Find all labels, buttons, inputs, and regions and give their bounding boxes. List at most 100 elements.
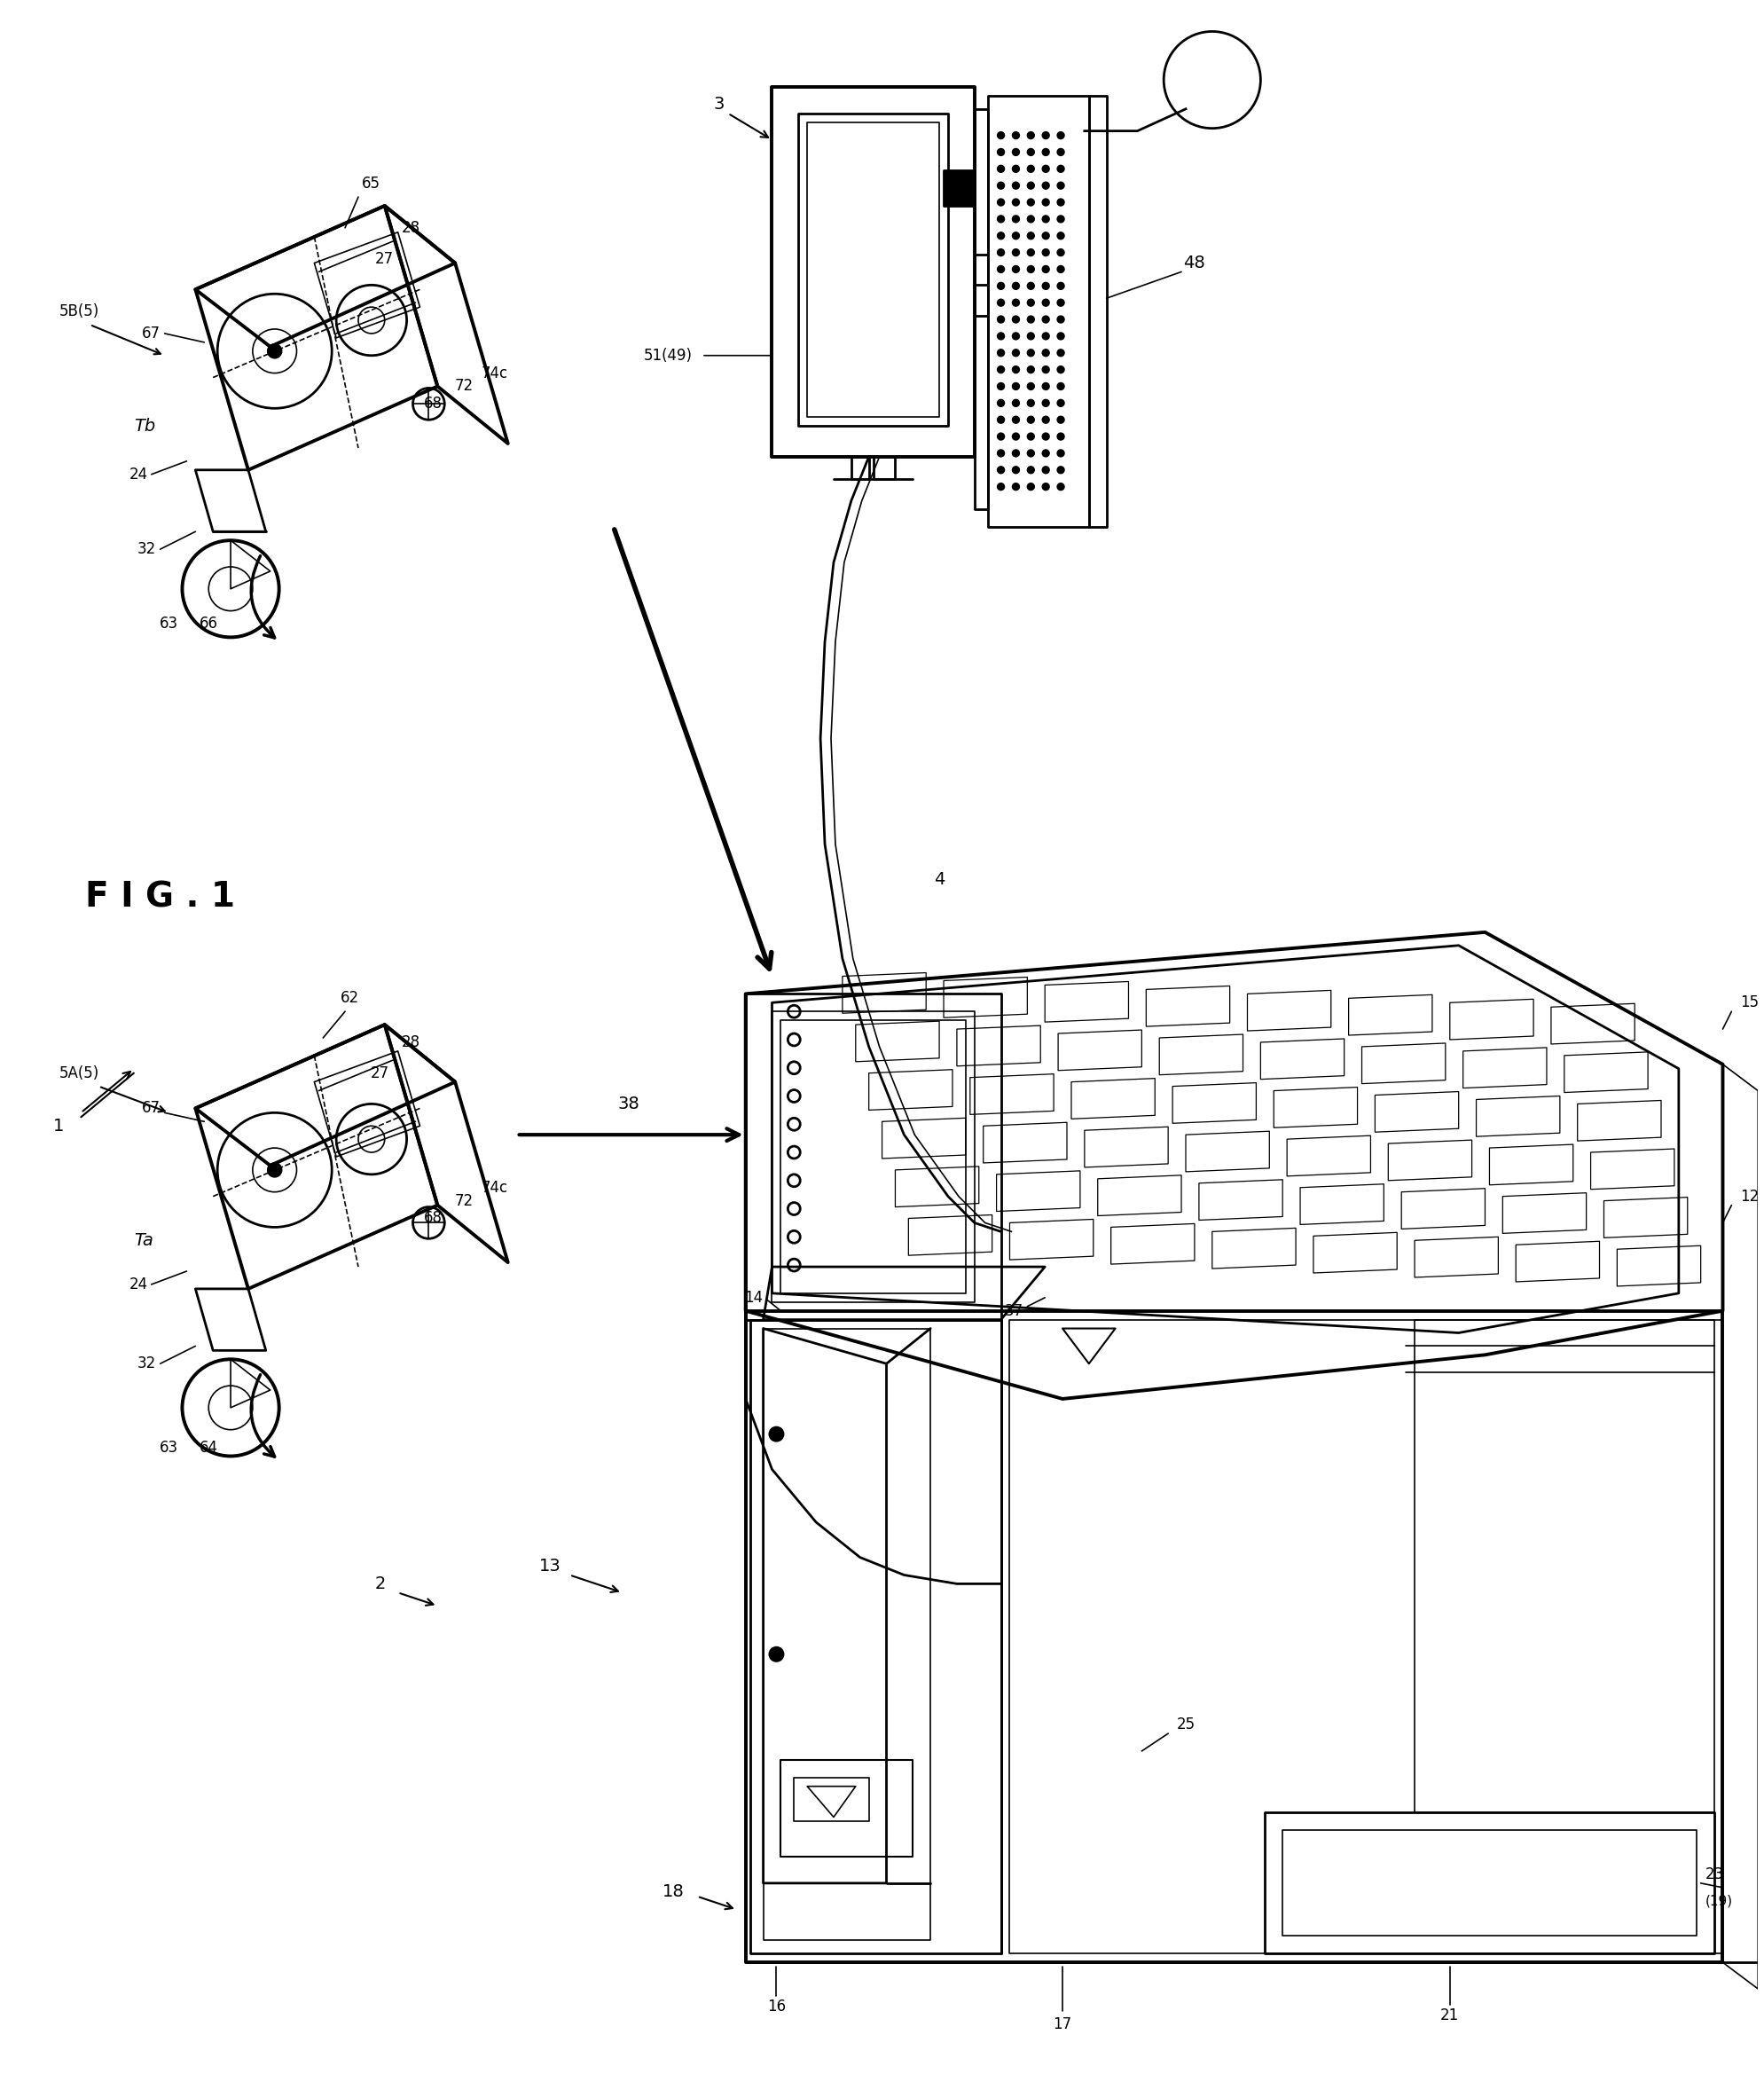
- Circle shape: [997, 433, 1004, 440]
- Circle shape: [997, 365, 1004, 373]
- Circle shape: [1043, 265, 1050, 272]
- Text: 12: 12: [1739, 1188, 1759, 1205]
- Text: 27: 27: [370, 1066, 390, 1081]
- Text: 38: 38: [617, 1095, 640, 1112]
- Circle shape: [1013, 249, 1020, 255]
- Circle shape: [1027, 282, 1034, 290]
- Circle shape: [1027, 400, 1034, 407]
- Circle shape: [1043, 400, 1050, 407]
- Circle shape: [769, 1427, 783, 1441]
- Circle shape: [1027, 450, 1034, 456]
- Circle shape: [1043, 282, 1050, 290]
- Text: 4: 4: [933, 871, 944, 888]
- Circle shape: [1027, 232, 1034, 239]
- Circle shape: [1057, 282, 1064, 290]
- Circle shape: [1057, 166, 1064, 172]
- Text: 74c: 74c: [482, 1180, 508, 1195]
- Circle shape: [997, 199, 1004, 205]
- Circle shape: [997, 348, 1004, 357]
- Polygon shape: [944, 170, 974, 205]
- Circle shape: [997, 467, 1004, 473]
- Text: 48: 48: [1184, 255, 1205, 272]
- Circle shape: [1027, 265, 1034, 272]
- Circle shape: [1043, 384, 1050, 390]
- Circle shape: [1043, 133, 1050, 139]
- Circle shape: [1013, 348, 1020, 357]
- Circle shape: [997, 384, 1004, 390]
- Circle shape: [1013, 450, 1020, 456]
- Circle shape: [1027, 384, 1034, 390]
- Circle shape: [1013, 433, 1020, 440]
- Circle shape: [997, 232, 1004, 239]
- Circle shape: [997, 332, 1004, 340]
- Text: 24: 24: [129, 467, 148, 483]
- Circle shape: [1057, 299, 1064, 307]
- Circle shape: [1013, 166, 1020, 172]
- Circle shape: [1057, 348, 1064, 357]
- Text: 72: 72: [455, 377, 473, 394]
- Circle shape: [1043, 417, 1050, 423]
- Text: 74c: 74c: [482, 365, 508, 382]
- Text: 51(49): 51(49): [644, 348, 693, 363]
- Circle shape: [997, 149, 1004, 156]
- Circle shape: [997, 315, 1004, 324]
- Circle shape: [1043, 348, 1050, 357]
- Circle shape: [1027, 133, 1034, 139]
- Text: 18: 18: [662, 1883, 684, 1900]
- Circle shape: [1043, 232, 1050, 239]
- Circle shape: [997, 282, 1004, 290]
- Circle shape: [1057, 450, 1064, 456]
- Circle shape: [1027, 315, 1034, 324]
- Circle shape: [1057, 365, 1064, 373]
- Text: 16: 16: [767, 1999, 785, 2014]
- Circle shape: [1013, 232, 1020, 239]
- Circle shape: [1013, 149, 1020, 156]
- Circle shape: [1057, 232, 1064, 239]
- Circle shape: [1057, 315, 1064, 324]
- Text: 3: 3: [713, 95, 725, 112]
- Circle shape: [997, 299, 1004, 307]
- Text: 67: 67: [141, 1101, 161, 1116]
- Circle shape: [1013, 365, 1020, 373]
- Circle shape: [1013, 199, 1020, 205]
- Circle shape: [1013, 265, 1020, 272]
- Circle shape: [1057, 133, 1064, 139]
- Circle shape: [1057, 400, 1064, 407]
- Circle shape: [1057, 183, 1064, 189]
- Circle shape: [997, 133, 1004, 139]
- Circle shape: [997, 450, 1004, 456]
- Circle shape: [1057, 433, 1064, 440]
- Text: Ta: Ta: [134, 1232, 153, 1249]
- Text: F I G . 1: F I G . 1: [85, 879, 235, 915]
- Circle shape: [1013, 483, 1020, 489]
- Text: 32: 32: [138, 1356, 157, 1371]
- Circle shape: [1057, 265, 1064, 272]
- Text: 23: 23: [1704, 1867, 1723, 1883]
- Circle shape: [1043, 216, 1050, 222]
- Circle shape: [1027, 348, 1034, 357]
- Circle shape: [268, 1164, 282, 1178]
- Circle shape: [997, 166, 1004, 172]
- Circle shape: [1057, 483, 1064, 489]
- Circle shape: [1027, 216, 1034, 222]
- Circle shape: [1057, 384, 1064, 390]
- Circle shape: [1043, 483, 1050, 489]
- Circle shape: [1057, 467, 1064, 473]
- Circle shape: [1013, 282, 1020, 290]
- Circle shape: [1057, 249, 1064, 255]
- Text: 62: 62: [340, 989, 358, 1006]
- Text: 15: 15: [1739, 996, 1759, 1010]
- Circle shape: [1027, 199, 1034, 205]
- Circle shape: [1027, 483, 1034, 489]
- Text: 28: 28: [402, 220, 420, 236]
- Circle shape: [1013, 133, 1020, 139]
- Circle shape: [1027, 166, 1034, 172]
- Text: 63: 63: [159, 616, 178, 633]
- Circle shape: [1057, 332, 1064, 340]
- Circle shape: [1013, 400, 1020, 407]
- Circle shape: [1013, 183, 1020, 189]
- Circle shape: [1057, 216, 1064, 222]
- Text: 28: 28: [402, 1035, 420, 1049]
- Text: 65: 65: [362, 176, 381, 191]
- Circle shape: [1013, 384, 1020, 390]
